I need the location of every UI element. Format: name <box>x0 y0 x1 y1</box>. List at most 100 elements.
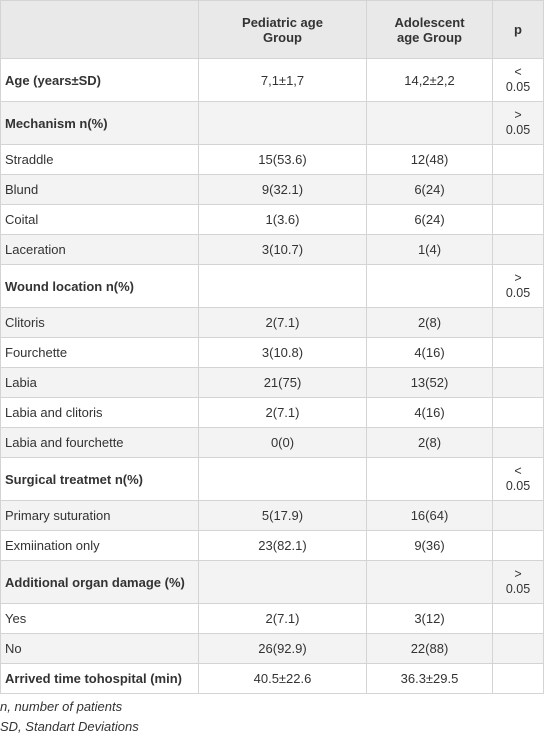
table-cell: Labia and clitoris <box>0 397 199 428</box>
header-row: Pediatric age Group Adolescent age Group p <box>0 0 544 59</box>
table-cell: Coital <box>0 204 199 235</box>
table-row: Labia and fourchette 0(0) 2(8) <box>0 427 544 458</box>
table-cell: Laceration <box>0 234 199 265</box>
table-cell: 15(53.6) <box>198 144 367 175</box>
table-cell <box>198 264 367 308</box>
table-row: Straddle 15(53.6) 12(48) <box>0 144 544 175</box>
table-cell: 9(36) <box>366 530 493 561</box>
table-row: Exmiination only 23(82.1) 9(36) <box>0 530 544 561</box>
table-cell: 40.5±22.6 <box>198 663 367 694</box>
table-cell: Age (years±SD) <box>0 58 199 102</box>
table-cell: 12(48) <box>366 144 493 175</box>
table-cell <box>198 457 367 501</box>
table-cell: < 0.05 <box>492 457 544 501</box>
table-cell: 3(10.8) <box>198 337 367 368</box>
table-cell: 21(75) <box>198 367 367 398</box>
table-cell: 1(3.6) <box>198 204 367 235</box>
table-cell <box>492 144 544 175</box>
table-cell <box>492 174 544 205</box>
table-cell: 6(24) <box>366 174 493 205</box>
table-cell <box>366 560 493 604</box>
table-cell <box>366 457 493 501</box>
table-cell: 13(52) <box>366 367 493 398</box>
table-cell: 3(12) <box>366 603 493 634</box>
table-row: Yes 2(7.1) 3(12) <box>0 603 544 634</box>
table-cell <box>492 204 544 235</box>
table-cell: 1(4) <box>366 234 493 265</box>
table-cell: Fourchette <box>0 337 199 368</box>
table-cell: 3(10.7) <box>198 234 367 265</box>
header-cell: Pediatric age Group <box>198 0 367 59</box>
table-cell: Surgical treatmet n(%) <box>0 457 199 501</box>
table-row: Wound location n(%) > 0.05 <box>0 264 544 308</box>
header-cell <box>0 0 199 59</box>
table-cell: Clitoris <box>0 307 199 338</box>
table-row: Labia and clitoris 2(7.1) 4(16) <box>0 397 544 428</box>
table-cell: 7,1±1,7 <box>198 58 367 102</box>
table-cell: Straddle <box>0 144 199 175</box>
table-cell <box>492 307 544 338</box>
table-cell <box>492 367 544 398</box>
table-row: Blund 9(32.1) 6(24) <box>0 174 544 205</box>
table-cell: 26(92.9) <box>198 633 367 664</box>
header-cell: Adolescent age Group <box>366 0 493 59</box>
table-row: Surgical treatmet n(%) < 0.05 <box>0 457 544 501</box>
table-cell <box>198 560 367 604</box>
table-cell: 2(8) <box>366 307 493 338</box>
table-row: Arrived time tohospital (min) 40.5±22.6 36… <box>0 663 544 694</box>
table-cell <box>366 264 493 308</box>
table-cell: 2(8) <box>366 427 493 458</box>
table-cell: Labia <box>0 367 199 398</box>
table-body: Age (years±SD) 7,1±1,7 14,2±2,2 < 0.05 Mecha… <box>0 58 544 694</box>
table-row: Additional organ damage (%) > 0.05 <box>0 560 544 604</box>
table-row: Labia 21(75) 13(52) <box>0 367 544 398</box>
table-cell: 4(16) <box>366 337 493 368</box>
note: n, number of patients <box>0 699 123 714</box>
table-row: Primary suturation 5(17.9) 16(64) <box>0 500 544 531</box>
table-cell <box>366 101 493 145</box>
table-cell: Primary suturation <box>0 500 199 531</box>
table-cell <box>492 500 544 531</box>
table-cell: Labia and fourchette <box>0 427 199 458</box>
table-cell: Wound location n(%) <box>0 264 199 308</box>
table-row: Clitoris 2(7.1) 2(8) <box>0 307 544 338</box>
table-cell: Yes <box>0 603 199 634</box>
table-row: Mechanism n(%) > 0.05 <box>0 101 544 145</box>
table-cell: No <box>0 633 199 664</box>
table-cell: Mechanism n(%) <box>0 101 199 145</box>
table-cell: 6(24) <box>366 204 493 235</box>
table-row: Age (years±SD) 7,1±1,7 14,2±2,2 < 0.05 <box>0 58 544 102</box>
table-cell <box>492 234 544 265</box>
table-cell: 0(0) <box>198 427 367 458</box>
table-cell: 2(7.1) <box>198 603 367 634</box>
table-cell <box>492 603 544 634</box>
table-cell <box>198 101 367 145</box>
table-cell: 5(17.9) <box>198 500 367 531</box>
table-cell: < 0.05 <box>492 58 544 102</box>
table-cell: 4(16) <box>366 397 493 428</box>
table-cell <box>492 397 544 428</box>
header-cell: p <box>492 0 544 59</box>
table-row: Laceration 3(10.7) 1(4) <box>0 234 544 265</box>
table-cell: 23(82.1) <box>198 530 367 561</box>
data-table: Pediatric age Group Adolescent age Group p… <box>0 0 544 694</box>
table-cell <box>492 427 544 458</box>
table-cell: Arrived time tohospital (min) <box>0 663 199 694</box>
table-cell <box>492 663 544 694</box>
table-row: Fourchette 3(10.8) 4(16) <box>0 337 544 368</box>
note: SD, Standart Deviations <box>0 719 139 734</box>
table-cell <box>492 633 544 664</box>
table-cell: Blund <box>0 174 199 205</box>
table-row: Coital 1(3.6) 6(24) <box>0 204 544 235</box>
table-cell: 22(88) <box>366 633 493 664</box>
table-cell <box>492 337 544 368</box>
table-cell: 2(7.1) <box>198 307 367 338</box>
table-cell: Additional organ damage (%) <box>0 560 199 604</box>
table-cell: Exmiination only <box>0 530 199 561</box>
table-cell: 16(64) <box>366 500 493 531</box>
table-cell: 2(7.1) <box>198 397 367 428</box>
table-cell <box>492 530 544 561</box>
table-cell: > 0.05 <box>492 264 544 308</box>
table-row: No 26(92.9) 22(88) <box>0 633 544 664</box>
